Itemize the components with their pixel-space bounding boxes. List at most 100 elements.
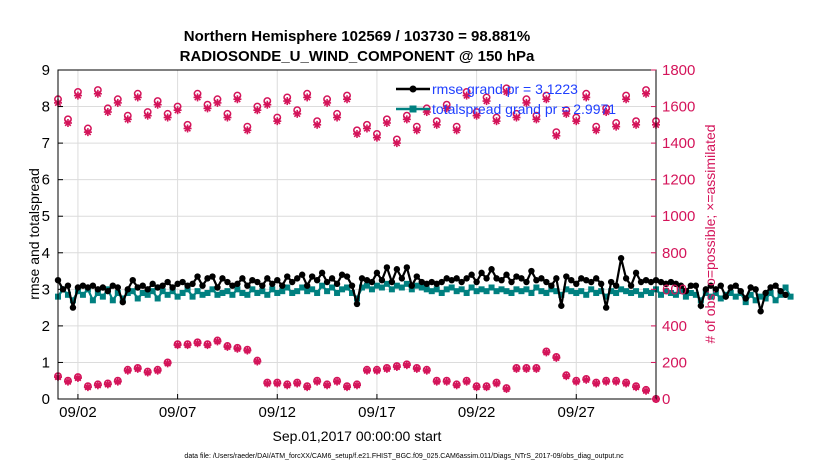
rmse-point [727,284,734,291]
obs-assimilated-marker [163,113,172,122]
tick-label-left: 4 [42,245,50,262]
totalspread-point [378,284,385,291]
obs-assimilated-marker [293,379,302,388]
tick-label-x: 09/22 [458,404,496,421]
obs-assimilated-marker [542,95,551,104]
tick-label-right: 200 [662,354,687,371]
rmse-point [249,276,256,284]
rmse-point [234,280,241,288]
totalspread-point [349,289,356,296]
rmse-point [89,282,97,289]
totalspread-point [344,284,351,291]
obs-assimilated-marker [273,379,282,388]
obs-assimilated-marker [243,346,252,355]
totalspread-point [388,286,395,293]
rmse-point [264,275,271,282]
obs-assimilated-marker [452,381,461,390]
rmse-point [328,275,336,282]
totalspread-point [767,289,774,296]
totalspread-point [358,284,365,291]
obs-assimilated-marker [223,113,232,122]
rmse-point [179,278,186,286]
rmse-point [523,278,530,286]
obs-assimilated-marker [303,383,312,392]
rmse-point [503,271,510,278]
rmse-point [64,282,72,289]
obs-assimilated-marker [622,95,631,104]
obs-assimilated-marker [83,383,92,392]
obs-assimilated-marker [602,108,611,117]
rmse-point [463,275,470,282]
obs-assimilated-marker [432,377,441,386]
rmse-point [757,308,764,315]
tick-label-left: 9 [42,62,50,79]
totalspread-point [787,293,794,300]
rmse-point [139,282,146,289]
tick-label-right: 1600 [662,99,695,116]
obs-assimilated-marker [133,364,142,373]
rmse-point [722,293,729,300]
rmse-point [363,276,371,284]
rmse-point [508,278,515,286]
obs-assimilated-marker [193,339,202,348]
rmse-point [84,284,92,291]
obs-assimilated-marker [313,120,322,129]
rmse-point [69,304,77,311]
totalspread-point [578,288,585,295]
obs-assimilated-marker [143,111,152,120]
obs-assimilated-marker [263,100,272,109]
totalspread-point [383,280,390,287]
obs-assimilated-marker [492,379,501,388]
totalspread-point [593,289,600,296]
rmse-point [164,278,171,286]
rmse-point [219,275,226,282]
rmse-point [573,280,580,288]
totalspread-point [633,288,640,295]
rmse-point [244,282,251,289]
rmse-point [99,284,107,291]
obs-assimilated-marker [562,372,571,381]
rmse-point [408,282,416,289]
rmse-point [493,275,500,282]
rmse-point [174,280,181,288]
rmse-point [74,284,82,291]
obs-assimilated-marker [592,126,601,135]
rmse-point [294,275,301,282]
rmse-point [558,302,565,309]
totalspread-point [463,289,470,296]
rmse-point [144,286,151,293]
totalspread-point [762,295,769,302]
obs-assimilated-marker [233,95,242,104]
rmse-point [358,275,366,282]
rmse-point [448,276,455,284]
totalspread-point [319,282,326,289]
obs-assimilated-marker [233,344,242,353]
rmse-point [488,266,495,273]
totalspread-point [289,289,296,296]
obs-assimilated-marker [432,120,441,129]
obs-assimilated-marker [472,383,481,392]
totalspread-point [732,293,739,300]
totalspread-point [398,284,405,291]
rmse-point [119,298,126,306]
totalspread-point [583,291,590,298]
obs-assimilated-marker [343,383,352,392]
rmse-point [333,280,341,288]
totalspread-point [488,284,495,291]
rmse-point [597,280,605,288]
totalspread-point [493,288,500,295]
obs-assimilated-marker [323,381,332,390]
totalspread-point [518,288,525,295]
obs-assimilated-marker [143,368,152,377]
rmse-point [747,284,754,291]
totalspread-point [672,291,679,298]
totalspread-point [254,289,261,296]
totalspread-point [757,293,764,300]
obs-assimilated-marker [452,126,461,135]
rmse-point [543,278,550,286]
obs-assimilated-marker [482,97,491,106]
totalspread-point [667,289,674,296]
totalspread-point [498,286,505,293]
rmse-point [647,278,655,286]
